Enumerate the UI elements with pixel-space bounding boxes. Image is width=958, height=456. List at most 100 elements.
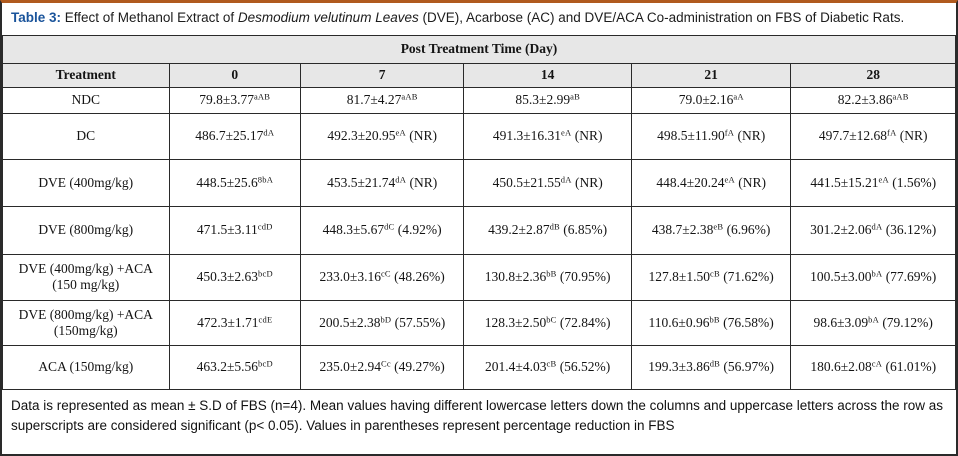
data-cell: 450.5±21.55dA (NR) bbox=[463, 158, 632, 207]
treatment-cell: NDC bbox=[2, 86, 170, 114]
significance-superscript: eB bbox=[713, 221, 724, 232]
significance-superscript: dA bbox=[395, 174, 407, 185]
significance-superscript: cA bbox=[871, 358, 883, 369]
data-cell: 453.5±21.74dA (NR) bbox=[299, 158, 465, 207]
significance-superscript: dB bbox=[549, 221, 560, 232]
significance-superscript: dB bbox=[709, 358, 721, 369]
table-number-label: Table 3: bbox=[11, 10, 62, 25]
significance-superscript: bC bbox=[546, 314, 557, 325]
data-cell: 472.3±1.71cdE bbox=[168, 299, 301, 346]
data-cell: 79.8±3.77aAB bbox=[168, 86, 301, 114]
data-cell: 100.5±3.00bA (77.69%) bbox=[790, 253, 956, 301]
data-cell: 448.5±25.68bA bbox=[168, 158, 301, 207]
col-header-day-14: 14 bbox=[463, 62, 632, 88]
treatment-cell: DVE (400mg/kg) +ACA (150 mg/kg) bbox=[2, 253, 170, 301]
significance-superscript: aB bbox=[570, 91, 580, 102]
data-cell: 79.0±2.16aA bbox=[630, 86, 792, 114]
table-row-aca: ACA (150mg/kg) 463.2±5.56bcD 235.0±2.94C… bbox=[2, 344, 956, 390]
data-cell: 199.3±3.86dB (56.97%) bbox=[630, 344, 792, 390]
significance-superscript: cB bbox=[546, 358, 557, 369]
significance-superscript: aAB bbox=[401, 91, 418, 102]
results-table: Post Treatment Time (Day) Treatment 0 7 … bbox=[2, 34, 956, 390]
significance-superscript: fA bbox=[887, 127, 897, 138]
data-cell: 233.0±3.16cC (48.26%) bbox=[299, 253, 465, 301]
significance-superscript: 8bA bbox=[257, 174, 274, 185]
col-header-day-21: 21 bbox=[630, 62, 792, 88]
table-footnote: Data is represented as mean ± S.D of FBS… bbox=[11, 397, 944, 433]
col-header-day-0: 0 bbox=[168, 62, 301, 88]
data-cell: 498.5±11.90fA (NR) bbox=[630, 112, 792, 160]
table-caption: Table 3: Effect of Methanol Extract of D… bbox=[2, 3, 956, 35]
significance-superscript: dC bbox=[384, 221, 395, 232]
data-cell: 492.3±20.95eA (NR) bbox=[299, 112, 465, 160]
data-cell: 491.3±16.31eA (NR) bbox=[463, 112, 632, 160]
significance-superscript: cB bbox=[709, 268, 720, 279]
species-name: Desmodium velutinum Leaves bbox=[237, 10, 419, 25]
data-cell: 448.4±20.24eA (NR) bbox=[630, 158, 792, 207]
data-cell: 235.0±2.94Cc (49.27%) bbox=[299, 344, 465, 390]
significance-superscript: cC bbox=[380, 268, 391, 279]
data-cell: 110.6±0.96bB (76.58%) bbox=[630, 299, 792, 346]
table-row-dve400: DVE (400mg/kg) 448.5±25.68bA 453.5±21.74… bbox=[2, 158, 956, 207]
significance-superscript: fA bbox=[724, 127, 735, 138]
data-cell: 81.7±4.27aAB bbox=[299, 86, 465, 114]
table-row-dc: DC 486.7±25.17dA 492.3±20.95eA (NR) 491.… bbox=[2, 112, 956, 160]
significance-superscript: bcD bbox=[258, 268, 273, 279]
col-header-day-7: 7 bbox=[299, 62, 465, 88]
significance-superscript: bA bbox=[868, 314, 879, 325]
significance-superscript: eA bbox=[395, 127, 406, 138]
column-header-row: Treatment 0 7 14 21 28 bbox=[2, 62, 956, 88]
data-cell: 438.7±2.38eB (6.96%) bbox=[630, 205, 792, 255]
significance-superscript: bA bbox=[871, 268, 883, 279]
group-header-cell: Post Treatment Time (Day) bbox=[2, 34, 956, 64]
data-cell: 98.6±3.09bA (79.12%) bbox=[790, 299, 956, 346]
significance-superscript: dA bbox=[560, 174, 572, 185]
table-row-ndc: NDC 79.8±3.77aAB 81.7±4.27aAB 85.3±2.99a… bbox=[2, 86, 956, 114]
significance-superscript: dA bbox=[871, 221, 883, 232]
significance-superscript: dA bbox=[263, 127, 275, 138]
data-cell: 82.2±3.86aAB bbox=[790, 86, 956, 114]
treatment-cell: DVE (800mg/kg) bbox=[2, 205, 170, 255]
data-cell: 497.7±12.68fA (NR) bbox=[790, 112, 956, 160]
caption-text-before: Effect of Methanol Extract of bbox=[64, 10, 235, 25]
significance-superscript: aA bbox=[733, 91, 744, 102]
significance-superscript: cdD bbox=[257, 221, 273, 232]
significance-superscript: aAB bbox=[253, 91, 271, 102]
significance-superscript: eA bbox=[724, 174, 735, 185]
data-cell: 441.5±15.21eA (1.56%) bbox=[790, 158, 956, 207]
data-cell: 85.3±2.99aB bbox=[463, 86, 632, 114]
data-cell: 128.3±2.50bC (72.84%) bbox=[463, 299, 632, 346]
significance-superscript: bcD bbox=[258, 358, 273, 369]
caption-text-after: (DVE), Acarbose (AC) and DVE/ACA Co-admi… bbox=[422, 10, 905, 25]
data-cell: 448.3±5.67dC (4.92%) bbox=[299, 205, 465, 255]
table-row-dve400-aca: DVE (400mg/kg) +ACA (150 mg/kg) 450.3±2.… bbox=[2, 253, 956, 301]
table-row-dve800-aca: DVE (800mg/kg) +ACA (150mg/kg) 472.3±1.7… bbox=[2, 299, 956, 346]
significance-superscript: eA bbox=[878, 174, 889, 185]
treatment-cell: DC bbox=[2, 112, 170, 160]
significance-superscript: cdE bbox=[258, 314, 273, 325]
treatment-cell: DVE (400mg/kg) bbox=[2, 158, 170, 207]
data-cell: 201.4±4.03cB (56.52%) bbox=[463, 344, 632, 390]
data-cell: 127.8±1.50cB (71.62%) bbox=[630, 253, 792, 301]
data-cell: 471.5±3.11cdD bbox=[168, 205, 301, 255]
significance-superscript: Cc bbox=[380, 358, 391, 369]
col-header-day-28: 28 bbox=[790, 62, 956, 88]
data-cell: 486.7±25.17dA bbox=[168, 112, 301, 160]
data-cell: 463.2±5.56bcD bbox=[168, 344, 301, 390]
data-cell: 450.3±2.63bcD bbox=[168, 253, 301, 301]
significance-superscript: bB bbox=[709, 314, 720, 325]
significance-superscript: eA bbox=[561, 127, 572, 138]
treatment-cell: ACA (150mg/kg) bbox=[2, 344, 170, 390]
data-cell: 439.2±2.87dB (6.85%) bbox=[463, 205, 632, 255]
group-header-row: Post Treatment Time (Day) bbox=[2, 34, 956, 64]
data-cell: 180.6±2.08cA (61.01%) bbox=[790, 344, 956, 390]
table-row-dve800: DVE (800mg/kg) 471.5±3.11cdD 448.3±5.67d… bbox=[2, 205, 956, 255]
significance-superscript: bD bbox=[380, 314, 392, 325]
significance-superscript: bB bbox=[546, 268, 557, 279]
significance-superscript: aAB bbox=[892, 91, 909, 102]
data-cell: 301.2±2.06dA (36.12%) bbox=[790, 205, 956, 255]
treatment-cell: DVE (800mg/kg) +ACA (150mg/kg) bbox=[2, 299, 170, 346]
data-cell: 130.8±2.36bB (70.95%) bbox=[463, 253, 632, 301]
data-cell: 200.5±2.38bD (57.55%) bbox=[299, 299, 465, 346]
